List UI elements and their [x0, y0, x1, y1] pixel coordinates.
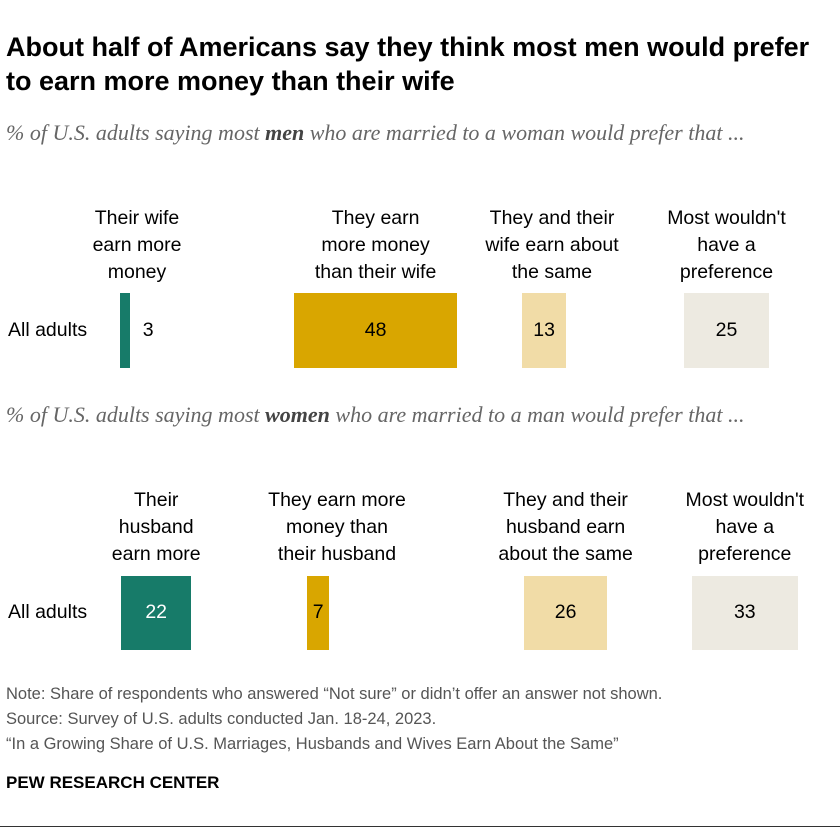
data-label: 26	[554, 601, 577, 623]
data-label: 48	[364, 318, 387, 341]
source: Source: Survey of U.S. adults conducted …	[6, 710, 437, 728]
category-label: They and their wife earn about the same	[485, 207, 619, 283]
data-label: 3	[142, 318, 154, 341]
category-label: Most wouldn't have a preference	[667, 207, 786, 283]
category-label: They and their husband earn about the sa…	[498, 489, 633, 565]
bar	[120, 293, 131, 368]
data-label: 25	[715, 318, 738, 341]
bottom-rule	[0, 826, 840, 827]
bar	[307, 576, 330, 650]
row-label: All adults	[8, 318, 88, 341]
report-title: “In a Growing Share of U.S. Marriages, H…	[6, 735, 619, 753]
category-label: Their husband earn more	[111, 489, 201, 565]
note: Note: Share of respondents who answered …	[6, 685, 663, 703]
chart-title: About half of Americans say they think m…	[6, 32, 810, 96]
bar	[121, 576, 192, 650]
category-label: They earn more money than their wife	[314, 207, 437, 283]
data-label: 33	[733, 601, 756, 623]
data-label: 13	[533, 318, 555, 341]
bar	[684, 293, 769, 368]
data-label: 22	[145, 601, 168, 623]
bar	[692, 576, 798, 650]
bar	[524, 576, 608, 650]
data-label: 7	[312, 601, 324, 623]
panel-subtitle: % of U.S. adults saying most men who are…	[6, 120, 745, 145]
bar	[522, 293, 567, 368]
category-label: Their wife earn more money	[92, 207, 182, 283]
row-label: All adults	[8, 601, 88, 623]
category-label: They earn more money than their husband	[268, 489, 406, 565]
category-label: Most wouldn't have a preference	[685, 489, 805, 565]
brand-logo: PEW RESEARCH CENTER	[6, 773, 220, 792]
panel-subtitle: % of U.S. adults saying most women who a…	[6, 402, 745, 427]
bar	[294, 293, 458, 368]
